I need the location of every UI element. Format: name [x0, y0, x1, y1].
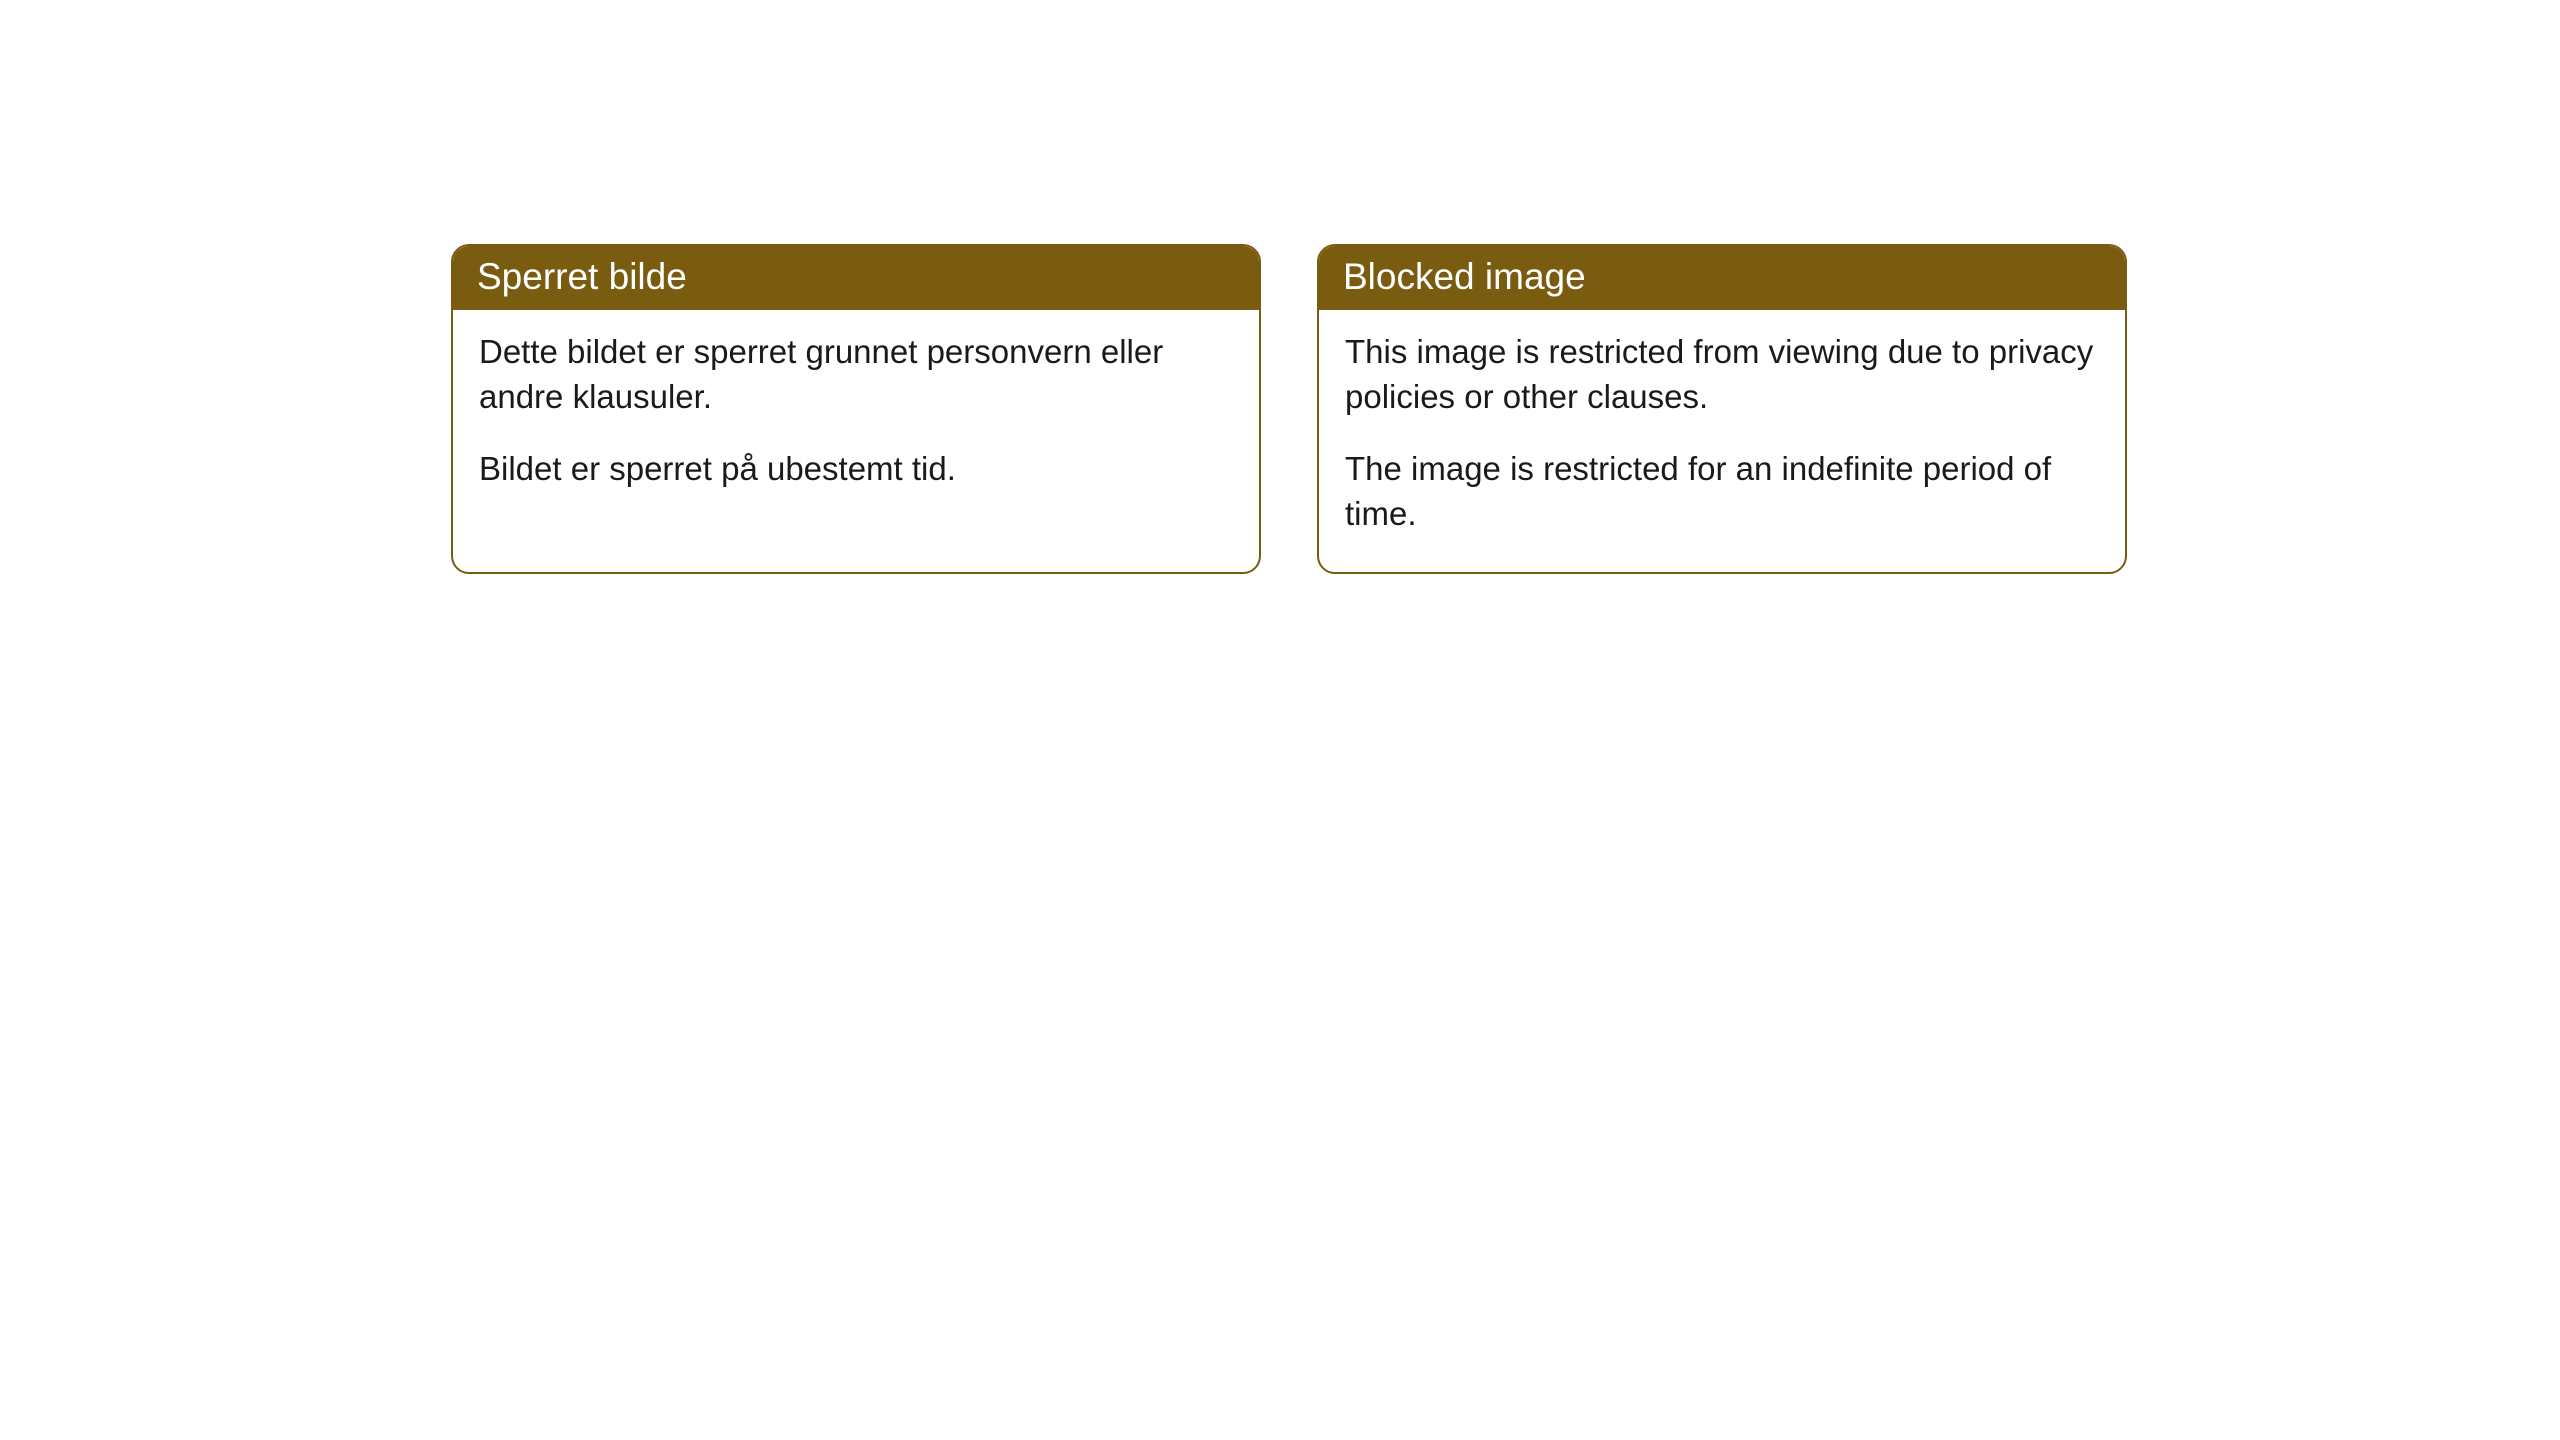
- card-paragraph: Bildet er sperret på ubestemt tid.: [479, 447, 1233, 492]
- card-body: This image is restricted from viewing du…: [1319, 310, 2125, 572]
- blocked-image-card-en: Blocked image This image is restricted f…: [1317, 244, 2127, 574]
- card-header: Sperret bilde: [453, 246, 1259, 310]
- card-paragraph: This image is restricted from viewing du…: [1345, 330, 2099, 419]
- blocked-image-card-no: Sperret bilde Dette bildet er sperret gr…: [451, 244, 1261, 574]
- cards-container: Sperret bilde Dette bildet er sperret gr…: [0, 0, 2560, 574]
- card-paragraph: The image is restricted for an indefinit…: [1345, 447, 2099, 536]
- card-paragraph: Dette bildet er sperret grunnet personve…: [479, 330, 1233, 419]
- card-body: Dette bildet er sperret grunnet personve…: [453, 310, 1259, 528]
- card-header: Blocked image: [1319, 246, 2125, 310]
